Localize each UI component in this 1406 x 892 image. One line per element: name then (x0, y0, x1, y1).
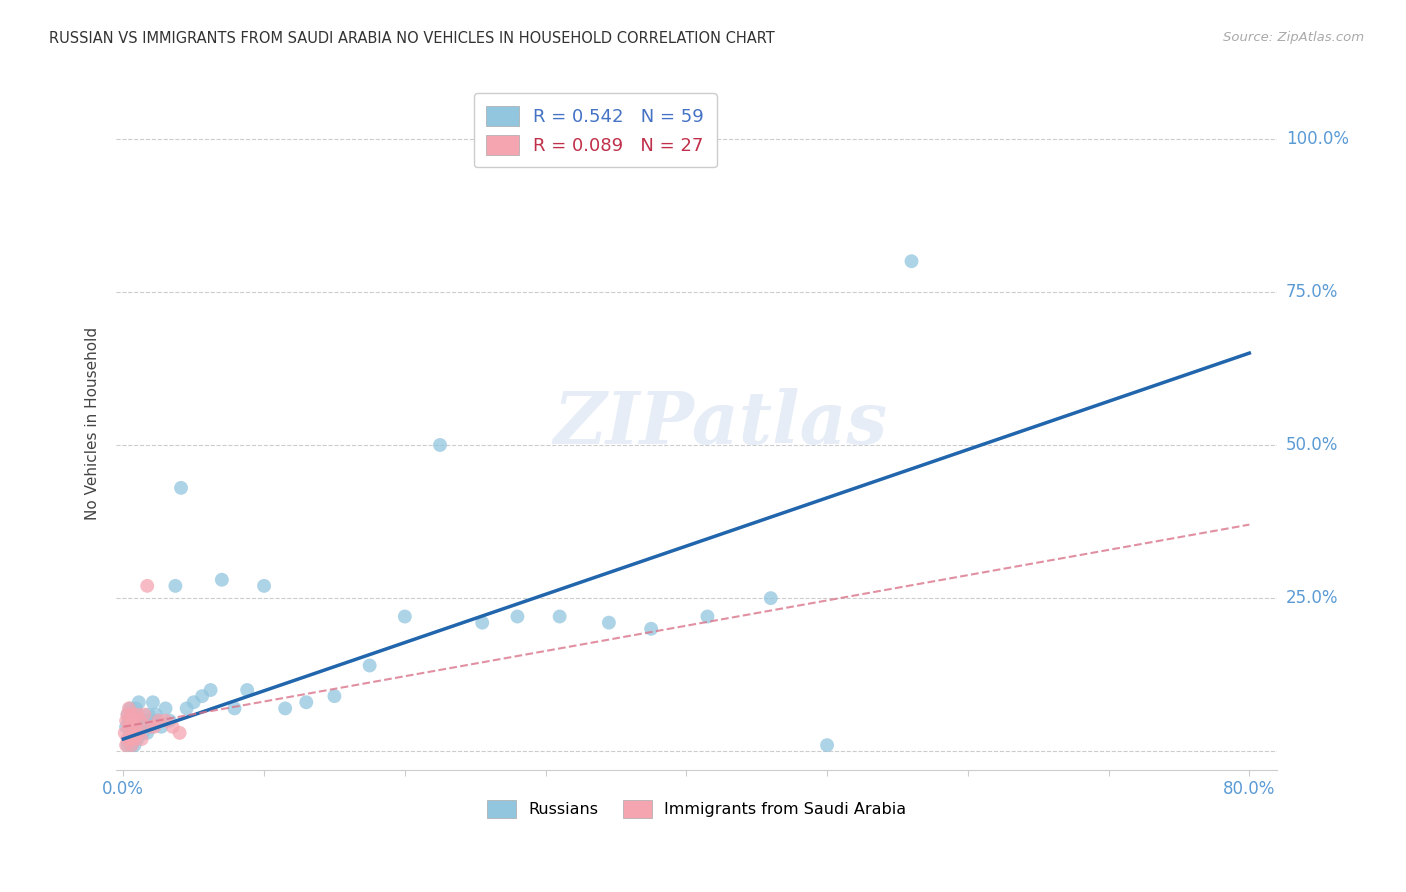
Text: RUSSIAN VS IMMIGRANTS FROM SAUDI ARABIA NO VEHICLES IN HOUSEHOLD CORRELATION CHA: RUSSIAN VS IMMIGRANTS FROM SAUDI ARABIA … (49, 31, 775, 46)
Point (118, 714, 141, 728)
Point (640, 622, 662, 636)
Point (900, 254, 922, 268)
Point (122, 731, 145, 746)
Point (134, 707, 156, 722)
Point (295, 695, 318, 709)
Point (191, 689, 214, 703)
Point (127, 731, 149, 746)
Point (120, 714, 142, 728)
Point (120, 726, 142, 740)
Y-axis label: No Vehicles in Household: No Vehicles in Household (86, 327, 100, 520)
Point (141, 720, 163, 734)
Point (117, 707, 139, 722)
Point (155, 701, 177, 715)
Point (236, 683, 259, 698)
Point (200, 683, 222, 698)
Point (136, 726, 159, 740)
Text: ZIPatlas: ZIPatlas (553, 388, 887, 459)
Point (127, 707, 149, 722)
Point (759, 591, 782, 606)
Text: 25.0%: 25.0% (1286, 589, 1339, 607)
Point (121, 738, 143, 752)
Point (138, 707, 160, 722)
Point (155, 714, 177, 728)
Point (115, 720, 138, 734)
Point (118, 731, 141, 746)
Point (134, 714, 156, 728)
Point (117, 707, 139, 722)
Point (128, 695, 150, 709)
Point (148, 714, 170, 728)
Point (394, 609, 416, 624)
Point (142, 695, 165, 709)
Text: 100.0%: 100.0% (1286, 129, 1348, 148)
Point (132, 726, 155, 740)
Point (139, 714, 162, 728)
Point (121, 738, 143, 752)
Point (125, 701, 148, 715)
Point (121, 707, 143, 722)
Point (159, 714, 181, 728)
Point (124, 738, 146, 752)
Point (139, 720, 162, 734)
Point (122, 707, 145, 722)
Point (696, 609, 718, 624)
Point (148, 714, 170, 728)
Point (176, 701, 198, 715)
Point (598, 615, 620, 630)
Point (135, 720, 157, 734)
Point (429, 438, 451, 452)
Point (170, 481, 193, 495)
Point (121, 720, 143, 734)
Point (120, 731, 142, 746)
Point (117, 731, 139, 746)
Point (118, 720, 141, 734)
Text: 50.0%: 50.0% (1286, 436, 1339, 454)
Text: 75.0%: 75.0% (1286, 283, 1339, 301)
Point (125, 720, 148, 734)
Point (122, 726, 145, 740)
Point (165, 579, 187, 593)
Point (120, 701, 142, 715)
Point (150, 720, 173, 734)
Point (323, 689, 346, 703)
Point (131, 731, 153, 746)
Text: Source: ZipAtlas.com: Source: ZipAtlas.com (1223, 31, 1364, 45)
Point (124, 714, 146, 728)
Point (129, 714, 152, 728)
Point (125, 726, 148, 740)
Legend: Russians, Immigrants from Saudi Arabia: Russians, Immigrants from Saudi Arabia (481, 794, 912, 824)
Point (253, 579, 276, 593)
Point (129, 714, 152, 728)
Point (471, 615, 494, 630)
Point (118, 701, 141, 715)
Point (131, 720, 153, 734)
Point (211, 573, 233, 587)
Point (815, 738, 838, 752)
Point (122, 714, 145, 728)
Point (127, 707, 149, 722)
Point (124, 731, 146, 746)
Point (115, 714, 138, 728)
Point (128, 720, 150, 734)
Point (115, 738, 138, 752)
Point (548, 609, 571, 624)
Point (143, 720, 166, 734)
Point (136, 579, 159, 593)
Point (183, 695, 205, 709)
Point (128, 726, 150, 740)
Point (114, 726, 136, 740)
Point (506, 609, 529, 624)
Point (224, 701, 246, 715)
Point (359, 658, 381, 673)
Point (117, 738, 139, 752)
Point (162, 720, 184, 734)
Point (274, 701, 297, 715)
Point (145, 707, 167, 722)
Point (169, 726, 191, 740)
